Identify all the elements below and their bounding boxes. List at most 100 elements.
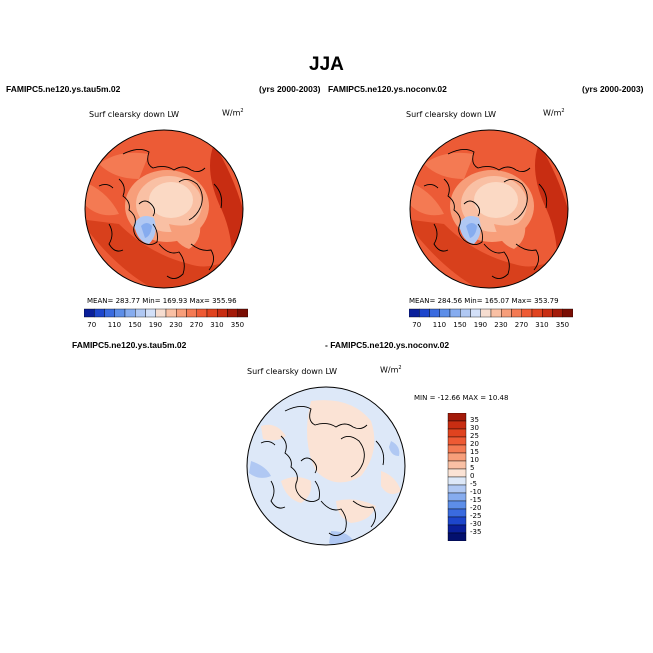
diff-colorbar-label: -25 (470, 512, 482, 520)
panel1-colorbar-tick-label: 230 (169, 321, 183, 329)
panel1-colorbar-swatch (186, 308, 197, 318)
panel2-colorbar-swatch (429, 308, 440, 318)
panel2-colorbar-swatch (460, 308, 471, 318)
diff-variable: Surf clearsky down LW (247, 367, 338, 376)
panel2-colorbar (409, 308, 573, 318)
diff-colorbar-swatch (447, 468, 467, 478)
diff-colorbar-label: -30 (470, 520, 482, 528)
panel1-units-base: W/m (222, 108, 241, 118)
panel2-colorbar-swatch (409, 308, 420, 318)
panel1-units: W/m2 (222, 108, 244, 118)
panel2-colorbar-tick-label: 230 (494, 321, 508, 329)
diff-colorbar-swatch (447, 428, 467, 438)
diff-right-label: - FAMIPC5.ne120.ys.noconv.02 (325, 340, 450, 350)
diff-minmax: MIN = -12.66 MAX = 10.48 (414, 394, 509, 402)
panel1-units-exp: 2 (240, 108, 244, 114)
panel1-colorbar-tick-label: 150 (128, 321, 142, 329)
panel1-colorbar-tick-label: 190 (148, 321, 163, 329)
diff-colorbar-label: -35 (470, 528, 482, 536)
panel2-colorbar-swatch (542, 308, 553, 318)
diff-colorbar-label: 30 (470, 424, 479, 432)
diff-colorbar-labels: 35 30 25 20 15 10 5 0 -5 -10 -15 -20 -25 -30 -35 (470, 413, 500, 541)
diff-colorbar-label: -10 (470, 488, 482, 496)
diff-colorbar-swatch (447, 500, 467, 510)
panel1-colorbar-swatch (104, 308, 115, 318)
panel2-stats: MEAN= 284.56 Min= 165.07 Max= 353.79 (409, 297, 559, 305)
panel2-case-label: FAMIPC5.ne120.ys.noconv.02 (328, 84, 447, 94)
diff-colorbar-swatch (447, 516, 467, 526)
panel1-stats: MEAN= 283.77 Min= 169.93 Max= 355.96 (87, 297, 237, 305)
panel2-colorbar-swatch (449, 308, 461, 318)
panel2-units-exp: 2 (561, 108, 565, 114)
panel2-units-base: W/m (543, 108, 562, 118)
diff-units: W/m2 (380, 365, 402, 375)
diff-colorbar-swatch (447, 524, 467, 534)
panel1-colorbar-swatch (145, 308, 156, 318)
panel2-colorbar-swatch (521, 308, 533, 318)
panel1-colorbar-tick-label: 70 (87, 321, 97, 329)
panel2-colorbar-tick-label: 270 (514, 321, 529, 329)
page-title: JJA (309, 54, 344, 75)
panel1-colorbar-swatch (124, 308, 136, 318)
diff-colorbar-swatch (447, 476, 467, 486)
panel1-colorbar-tick-label: 110 (107, 321, 122, 329)
panel2-colorbar-swatch (490, 308, 502, 318)
panel1-colorbar-swatch (135, 308, 146, 318)
diff-colorbar-swatch (447, 413, 467, 422)
diff-colorbar-swatch (447, 452, 467, 462)
panel2-colorbar-ticks: 70 110 150 190 230 270 310 350 (409, 321, 573, 331)
panel1-case-label: FAMIPC5.ne120.ys.tau5m.02 (6, 84, 121, 94)
diff-units-base: W/m (380, 365, 399, 375)
panel2-colorbar-swatch (501, 308, 512, 318)
diff-colorbar-label: 35 (470, 416, 479, 424)
diff-colorbar-label: 20 (470, 440, 479, 448)
panel2-colorbar-tick-label: 350 (555, 321, 570, 329)
panel1-variable: Surf clearsky down LW (89, 110, 180, 119)
panel1-polar-map (84, 129, 244, 289)
panel1-colorbar-swatch (227, 308, 238, 318)
panel1-colorbar-swatch (165, 308, 177, 318)
panel2-colorbar-tick-label: 150 (453, 321, 467, 329)
panel2-colorbar-swatch (531, 308, 543, 318)
diff-left-label: FAMIPC5.ne120.ys.tau5m.02 (72, 340, 187, 350)
panel2-polar-map (409, 129, 569, 289)
diff-colorbar-swatch (447, 460, 467, 470)
panel1-colorbar-swatch (94, 308, 105, 318)
diff-colorbar-label: 15 (470, 448, 479, 456)
panel1-colorbar-swatch (176, 308, 187, 318)
panel1-colorbar-swatch (114, 308, 126, 318)
panel1-colorbar-swatch (196, 308, 208, 318)
diff-colorbar-label: 25 (470, 432, 479, 440)
diff-polar-map (246, 386, 406, 546)
diff-colorbar-label: 0 (470, 472, 475, 480)
diff-colorbar (447, 413, 467, 541)
panel2-colorbar-tick-label: 190 (473, 321, 488, 329)
panel2-colorbar-tick-label: 110 (432, 321, 447, 329)
diff-colorbar-swatch (447, 420, 467, 430)
panel1-colorbar-swatch (84, 308, 95, 318)
panel1-colorbar-tick-label: 350 (230, 321, 245, 329)
panel2-colorbar-tick-label: 310 (535, 321, 549, 329)
panel1-colorbar-swatch (237, 308, 248, 318)
diff-colorbar-label: 10 (470, 456, 479, 464)
diff-units-exp: 2 (398, 365, 402, 371)
diff-colorbar-swatch (447, 484, 467, 494)
diff-colorbar-swatch (447, 492, 467, 502)
panel1-years: (yrs 2000-2003) (259, 84, 321, 94)
panel2-years: (yrs 2000-2003) (582, 84, 644, 94)
panel1-colorbar-tick-label: 270 (189, 321, 204, 329)
diff-colorbar-swatch (447, 444, 467, 454)
panel2-colorbar-tick-label: 70 (412, 321, 422, 329)
diff-colorbar-swatch (447, 532, 467, 541)
panel2-colorbar-swatch (562, 308, 573, 318)
diff-colorbar-label: -15 (470, 496, 482, 504)
panel2-variable: Surf clearsky down LW (406, 110, 497, 119)
diff-colorbar-label: -5 (470, 480, 477, 488)
panel2-colorbar-swatch (480, 308, 492, 318)
panel1-colorbar-swatch (217, 308, 228, 318)
diff-colorbar-label: 5 (470, 464, 475, 472)
panel1-colorbar-swatch (206, 308, 218, 318)
panel2-colorbar-swatch (439, 308, 451, 318)
panel2-units: W/m2 (543, 108, 565, 118)
panel1-colorbar-swatch (155, 308, 167, 318)
